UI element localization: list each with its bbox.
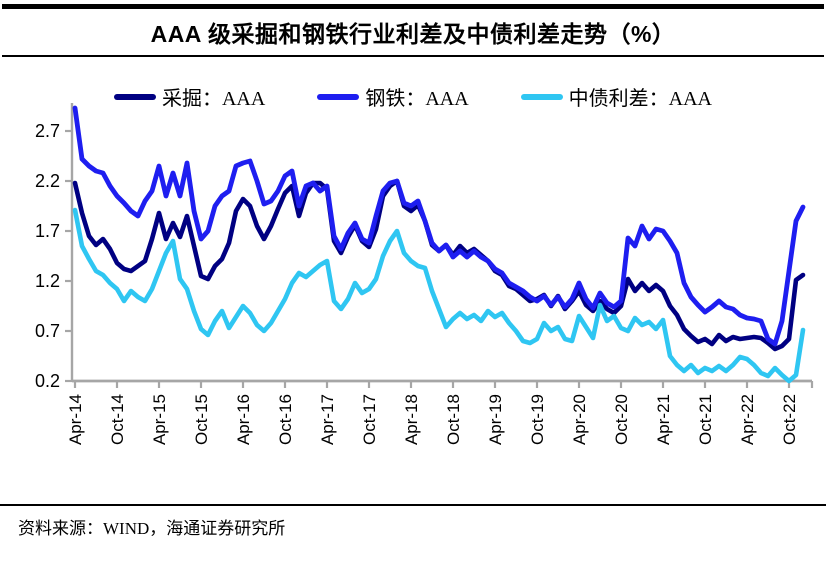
x-tick-label: Oct-21 xyxy=(696,394,715,445)
top-rule xyxy=(2,4,824,9)
x-tick-label: Oct-18 xyxy=(444,394,463,445)
chinabond-line-swatch xyxy=(520,93,563,100)
x-tick-label: Apr-22 xyxy=(738,394,757,445)
x-tick-label: Oct-17 xyxy=(360,394,379,445)
mining-line-swatch xyxy=(113,93,156,100)
y-tick-label: 1.7 xyxy=(35,221,60,241)
x-tick-label: Oct-15 xyxy=(192,394,211,445)
chart-title: AAA 级采掘和钢铁行业利差及中债利差走势（%） xyxy=(150,21,676,47)
x-tick-label: Oct-22 xyxy=(780,394,799,445)
legend-item-steel: 钢铁：AAA xyxy=(317,82,469,111)
x-tick-label: Apr-14 xyxy=(66,394,85,445)
x-tick-label: Apr-16 xyxy=(234,394,253,445)
chinabond-aaa-line xyxy=(72,207,806,384)
legend-item-mining: 采掘：AAA xyxy=(113,82,266,111)
x-tick-label: Oct-14 xyxy=(108,394,127,445)
y-tick-label: 0.7 xyxy=(35,321,60,341)
spread-line-chart: 2.7 2.2 1.7 1.2 0.7 0.2 Apr-14 Oct-14 Apr-15 Oct-… xyxy=(35,103,814,445)
x-tick-label: Apr-20 xyxy=(570,394,589,445)
x-tick-label: Apr-17 xyxy=(318,394,337,445)
x-tick-label: Oct-20 xyxy=(612,394,631,445)
legend-label-chinabond: 中债利差：AAA xyxy=(568,88,713,110)
legend-label-mining: 采掘：AAA xyxy=(161,88,266,110)
x-tick-label: Apr-18 xyxy=(402,394,421,445)
legend-label-steel: 钢铁：AAA xyxy=(365,88,469,110)
x-tick-label: Apr-21 xyxy=(654,394,673,445)
y-tick-label: 2.7 xyxy=(35,121,60,141)
steel-aaa-line xyxy=(72,105,806,347)
title-divider xyxy=(2,55,824,57)
x-tick-label: Apr-15 xyxy=(150,394,169,445)
steel-line-swatch xyxy=(317,93,360,100)
y-tick-label: 0.2 xyxy=(35,371,60,391)
y-tick-label: 2.2 xyxy=(35,171,60,191)
x-tick-label: Oct-16 xyxy=(276,394,295,445)
legend-item-chinabond: 中债利差：AAA xyxy=(520,82,713,111)
chart-legend: 采掘：AAA 钢铁：AAA 中债利差：AAA xyxy=(0,82,826,111)
source-divider xyxy=(0,504,826,506)
x-tick-label: Apr-19 xyxy=(486,394,505,445)
source-note: 资料来源：WIND，海通证券研究所 xyxy=(18,519,286,538)
x-tick-label: Oct-19 xyxy=(528,394,547,445)
y-tick-label: 1.2 xyxy=(35,271,60,291)
mining-aaa-line xyxy=(72,178,806,352)
